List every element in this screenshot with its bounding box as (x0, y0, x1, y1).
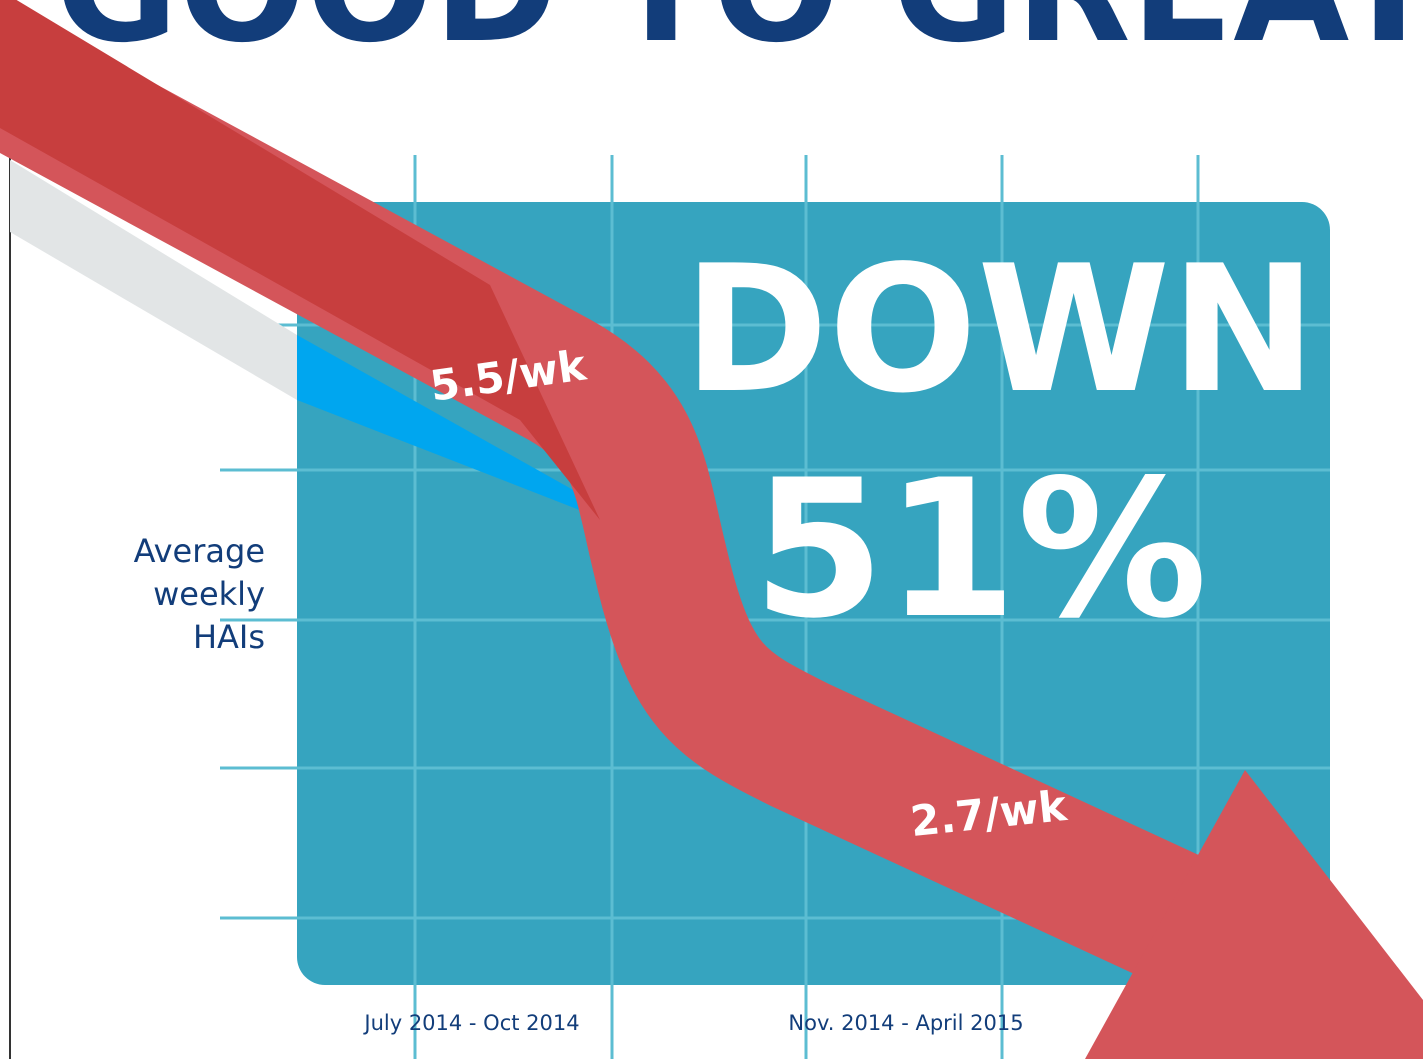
axis-label: Average (134, 532, 265, 570)
period-label: Nov. 2014 - April 2015 (788, 1011, 1023, 1035)
gray-band (10, 160, 297, 400)
period-label: July 2014 - Oct 2014 (362, 1011, 579, 1035)
axis-label: weekly (153, 575, 265, 613)
arrow-body (0, 0, 1229, 992)
headline-down: DOWN (683, 229, 1317, 432)
blue-band (297, 335, 600, 518)
title: GOOD TO GREAT (55, 0, 1423, 76)
arrow-tail (0, 0, 600, 520)
axis-label: HAIs (193, 618, 265, 656)
arrow-head (1085, 770, 1423, 1059)
headline-percent: 51% (753, 439, 1208, 660)
